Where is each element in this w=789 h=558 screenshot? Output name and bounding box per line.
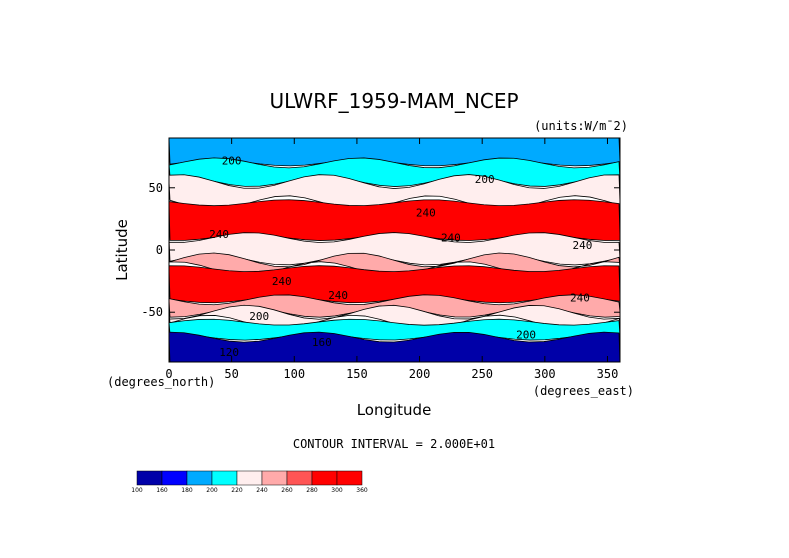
colorbar-swatch [161, 470, 188, 486]
x-tick-label: 150 [346, 367, 368, 381]
contour-interval: CONTOUR INTERVAL = 2.000E+01 [293, 437, 495, 451]
x-tick-label: 250 [471, 367, 493, 381]
colorbar-swatch [186, 470, 213, 486]
x-tick-label: 100 [283, 367, 305, 381]
colorbar-label: 220 [231, 487, 243, 494]
contour-label: 200 [516, 329, 536, 342]
x-axis-label: Longitude [357, 401, 432, 419]
y-unit-label: (degrees_north) [107, 375, 215, 389]
y-tick-label: 0 [156, 243, 163, 257]
plot-area: 200 200 240 240 240 240 240 240 240 200 200 160 120 [168, 137, 621, 363]
colorbar-swatch [136, 470, 163, 486]
colorbar-swatch [286, 470, 313, 486]
colorbar-label: 160 [156, 487, 168, 494]
colorbar-swatch [311, 470, 338, 486]
colorbar-label: 200 [206, 487, 218, 494]
colorbar: 100 160 180 200 220 240 260 280 300 360 [131, 470, 368, 494]
contour-label: 240 [416, 207, 436, 220]
contour-field: 200 200 240 240 240 240 240 240 240 200 200 160 120 [169, 138, 620, 362]
x-unit-label: (degrees_east) [533, 384, 634, 398]
colorbar-label: 240 [256, 487, 268, 494]
x-axis-ticks: 0 50 100 150 200 250 300 350 [165, 138, 618, 381]
x-tick-label: 0 [165, 367, 172, 381]
colorbar-label: 360 [356, 487, 368, 494]
colorbar-swatch [261, 470, 288, 486]
x-tick-label: 50 [224, 367, 238, 381]
contour-label: 240 [209, 228, 229, 241]
units-label: (units:W/m¯2) [534, 119, 628, 133]
colorbar-swatch [211, 470, 238, 486]
contour-label: 200 [249, 310, 269, 323]
x-tick-label: 200 [409, 367, 431, 381]
colorbar-label: 180 [181, 487, 193, 494]
y-axis-ticks: -50 0 50 [141, 181, 620, 319]
contour-label: 240 [272, 275, 292, 288]
band-260-300 [169, 199, 620, 241]
contour-label: 240 [572, 239, 592, 252]
contour-label: 240 [328, 289, 348, 302]
contour-label: 200 [222, 154, 242, 167]
x-tick-label: 350 [597, 367, 619, 381]
x-tick-label: 300 [534, 367, 556, 381]
band-200-260 [169, 232, 620, 266]
colorbar-swatch [236, 470, 263, 486]
colorbar-swatch [336, 470, 363, 486]
band-220-240 [169, 174, 620, 211]
colorbar-label: 280 [306, 487, 318, 494]
contour-label: 160 [312, 336, 332, 349]
y-axis-label: Latitude [113, 219, 131, 281]
contour-label: 120 [219, 346, 239, 359]
colorbar-label: 260 [281, 487, 293, 494]
contour-label: 240 [570, 291, 590, 304]
contour-label: 200 [475, 173, 495, 186]
chart-title: ULWRF_1959-MAM_NCEP [269, 89, 518, 113]
y-tick-label: 50 [149, 181, 163, 195]
colorbar-label: 300 [331, 487, 343, 494]
contour-label: 240 [441, 232, 461, 245]
y-tick-label: -50 [141, 305, 163, 319]
colorbar-label: 100 [131, 487, 143, 494]
